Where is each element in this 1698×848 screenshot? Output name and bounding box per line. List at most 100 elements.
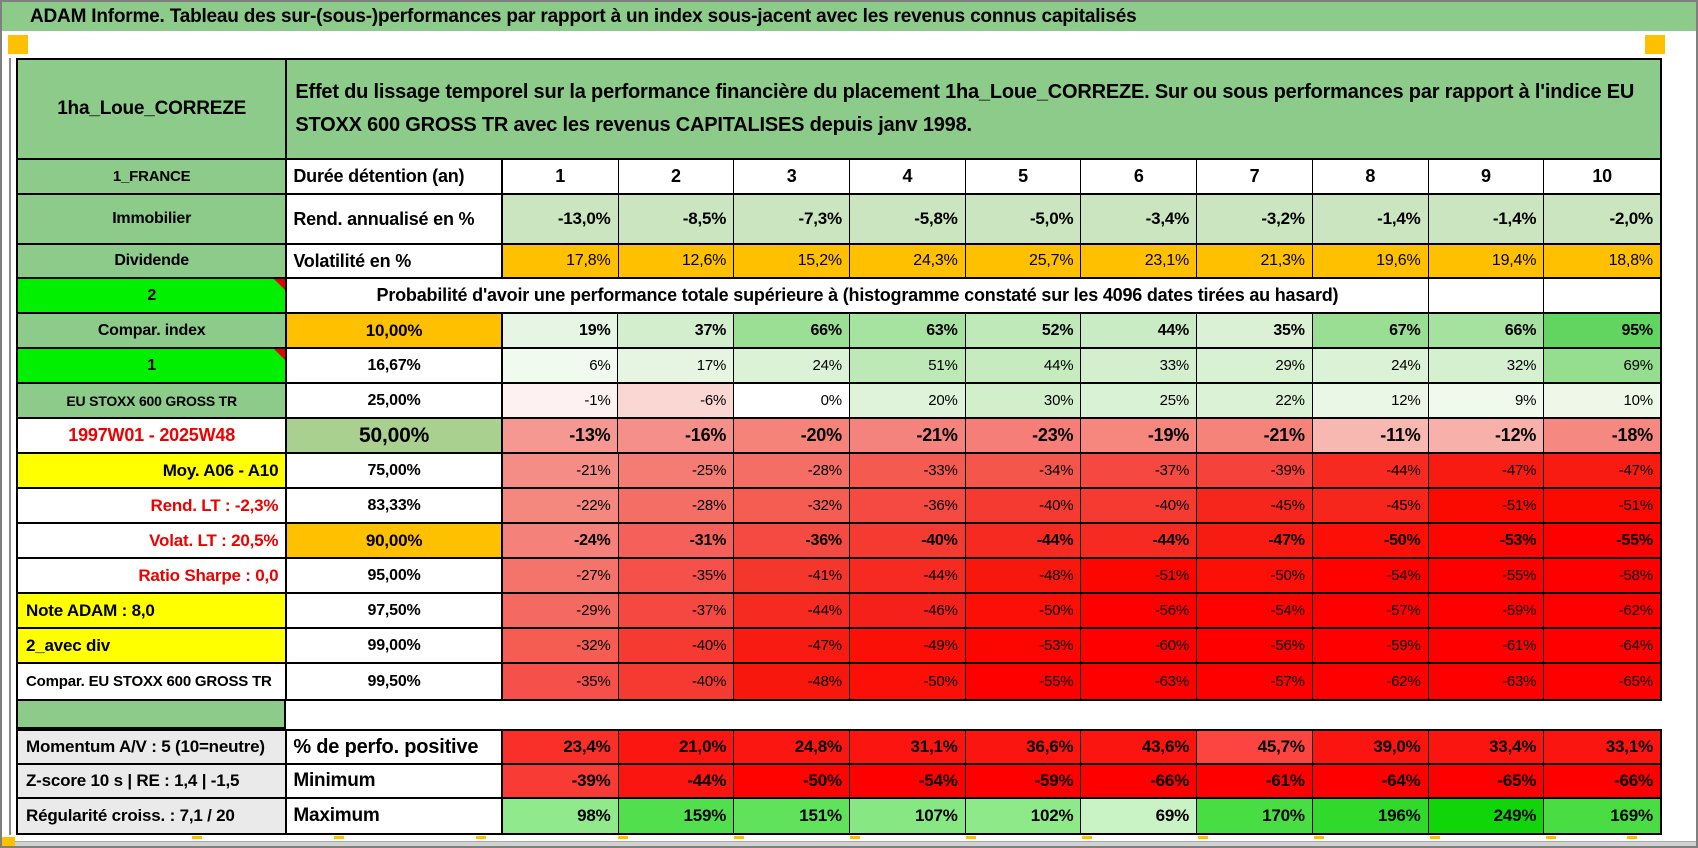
value-cell[interactable]: -44% bbox=[1312, 454, 1429, 487]
value-cell[interactable]: -55% bbox=[1544, 524, 1660, 557]
column-number-cell[interactable]: 6 bbox=[1081, 160, 1198, 193]
value-cell[interactable]: -40% bbox=[849, 524, 966, 557]
value-cell[interactable]: -40% bbox=[618, 664, 735, 699]
value-cell[interactable]: 20% bbox=[849, 384, 966, 417]
value-cell[interactable]: -55% bbox=[1428, 559, 1545, 592]
value-cell[interactable]: -40% bbox=[618, 629, 735, 662]
quantile-cell[interactable]: 99,00% bbox=[287, 629, 503, 662]
column-number-cell[interactable]: 3 bbox=[734, 160, 850, 193]
value-cell[interactable]: -48% bbox=[734, 664, 850, 699]
value-cell[interactable]: -44% bbox=[849, 559, 966, 592]
value-cell[interactable]: 67% bbox=[1312, 314, 1429, 347]
value-cell[interactable]: 36,6% bbox=[965, 731, 1082, 763]
value-cell[interactable]: 52% bbox=[965, 314, 1082, 347]
value-cell[interactable]: 98% bbox=[502, 799, 619, 833]
value-cell[interactable]: -48% bbox=[965, 559, 1082, 592]
value-cell[interactable]: -46% bbox=[849, 594, 966, 627]
row-label-cell[interactable]: Compar. EU STOXX 600 GROSS TR bbox=[18, 664, 288, 699]
value-cell[interactable]: 33% bbox=[1081, 349, 1198, 382]
value-cell[interactable]: 21,3% bbox=[1197, 245, 1313, 277]
value-cell[interactable]: 15,2% bbox=[734, 245, 850, 277]
value-cell[interactable]: -56% bbox=[1081, 594, 1198, 627]
value-cell[interactable]: -44% bbox=[1081, 524, 1198, 557]
row-label-cell[interactable]: Dividende bbox=[18, 245, 288, 277]
value-cell[interactable]: -37% bbox=[1081, 454, 1198, 487]
value-cell[interactable]: -18% bbox=[1544, 419, 1660, 452]
group-number-cell[interactable]: 2 bbox=[18, 279, 288, 312]
value-cell[interactable]: -22% bbox=[502, 489, 619, 522]
value-cell[interactable]: -63% bbox=[1081, 664, 1198, 699]
value-cell[interactable]: 44% bbox=[965, 349, 1082, 382]
value-cell[interactable]: -5,0% bbox=[965, 195, 1082, 243]
value-cell[interactable]: 29% bbox=[1197, 349, 1313, 382]
row-label-cell[interactable]: Z-score 10 s | RE : 1,4 | -1,5 bbox=[18, 765, 288, 797]
value-cell[interactable]: -54% bbox=[849, 765, 966, 797]
value-cell[interactable]: 25% bbox=[1081, 384, 1198, 417]
value-cell[interactable]: -40% bbox=[1081, 489, 1198, 522]
value-cell[interactable]: -64% bbox=[1544, 629, 1660, 662]
value-cell[interactable]: -60% bbox=[1081, 629, 1198, 662]
bottom-scroll-strip[interactable] bbox=[2, 841, 1696, 846]
value-cell[interactable]: 23,1% bbox=[1081, 245, 1198, 277]
value-cell[interactable]: 12,6% bbox=[618, 245, 735, 277]
value-cell[interactable]: -65% bbox=[1428, 765, 1545, 797]
quantile-cell[interactable]: 10,00% bbox=[287, 314, 503, 347]
column-number-cell[interactable]: 5 bbox=[965, 160, 1082, 193]
value-cell[interactable]: -1% bbox=[502, 384, 619, 417]
value-cell[interactable]: -19% bbox=[1081, 419, 1198, 452]
row-label-cell[interactable]: Compar. index bbox=[18, 314, 288, 347]
value-cell[interactable]: 45,7% bbox=[1197, 731, 1313, 763]
value-cell[interactable]: -16% bbox=[618, 419, 735, 452]
value-cell[interactable]: 66% bbox=[734, 314, 850, 347]
value-cell[interactable]: -39% bbox=[1197, 454, 1313, 487]
value-cell[interactable]: -59% bbox=[965, 765, 1082, 797]
empty-cell[interactable] bbox=[1544, 279, 1660, 312]
value-cell[interactable]: 169% bbox=[1544, 799, 1660, 833]
value-cell[interactable]: -51% bbox=[1544, 489, 1660, 522]
placement-name-cell[interactable]: 1ha_Loue_CORREZE bbox=[18, 60, 288, 158]
value-cell[interactable]: -54% bbox=[1197, 594, 1313, 627]
value-cell[interactable]: -36% bbox=[734, 524, 850, 557]
value-cell[interactable]: -21% bbox=[1197, 419, 1313, 452]
value-cell[interactable]: -62% bbox=[1312, 664, 1429, 699]
value-cell[interactable]: 21,0% bbox=[618, 731, 735, 763]
value-cell[interactable]: 17% bbox=[618, 349, 735, 382]
value-cell[interactable]: 196% bbox=[1312, 799, 1429, 833]
value-cell[interactable]: -44% bbox=[734, 594, 850, 627]
value-cell[interactable]: -51% bbox=[1081, 559, 1198, 592]
value-cell[interactable]: -47% bbox=[1428, 454, 1545, 487]
value-cell[interactable]: -5,8% bbox=[849, 195, 966, 243]
value-cell[interactable]: -21% bbox=[849, 419, 966, 452]
value-cell[interactable]: -56% bbox=[1197, 629, 1313, 662]
row-label-cell[interactable]: Momentum A/V : 5 (10=neutre) bbox=[18, 731, 288, 763]
value-cell[interactable]: -66% bbox=[1544, 765, 1660, 797]
value-cell[interactable]: 39,0% bbox=[1312, 731, 1429, 763]
column-number-cell[interactable]: 4 bbox=[849, 160, 966, 193]
value-cell[interactable]: -45% bbox=[1197, 489, 1313, 522]
probability-note-cell[interactable]: Probabilité d'avoir une performance tota… bbox=[287, 279, 1429, 312]
column-number-cell[interactable]: 1 bbox=[502, 160, 619, 193]
value-cell[interactable]: -63% bbox=[1428, 664, 1545, 699]
value-cell[interactable]: 25,7% bbox=[965, 245, 1082, 277]
value-cell[interactable]: -2,0% bbox=[1544, 195, 1660, 243]
value-cell[interactable]: 12% bbox=[1312, 384, 1429, 417]
description-cell[interactable]: Effet du lissage temporel sur la perform… bbox=[287, 60, 1660, 158]
value-cell[interactable]: 102% bbox=[965, 799, 1082, 833]
value-cell[interactable]: 23,4% bbox=[502, 731, 619, 763]
quantile-cell[interactable]: 16,67% bbox=[287, 349, 503, 382]
value-cell[interactable]: 33,1% bbox=[1544, 731, 1660, 763]
value-cell[interactable]: -28% bbox=[734, 454, 850, 487]
value-cell[interactable]: -37% bbox=[618, 594, 735, 627]
value-cell[interactable]: 43,6% bbox=[1081, 731, 1198, 763]
row-label-cell[interactable]: 1997W01 - 2025W48 bbox=[18, 419, 288, 452]
value-cell[interactable]: -50% bbox=[1197, 559, 1313, 592]
value-cell[interactable]: 17,8% bbox=[502, 245, 619, 277]
row-label-cell[interactable]: Moy. A06 - A10 bbox=[18, 454, 288, 487]
value-cell[interactable]: 30% bbox=[965, 384, 1082, 417]
value-cell[interactable]: -47% bbox=[1197, 524, 1313, 557]
quantile-cell[interactable]: 83,33% bbox=[287, 489, 503, 522]
quantile-cell[interactable]: 50,00% bbox=[287, 419, 503, 452]
value-cell[interactable]: -6% bbox=[618, 384, 735, 417]
value-cell[interactable]: -45% bbox=[1312, 489, 1429, 522]
value-cell[interactable]: 18,8% bbox=[1544, 245, 1660, 277]
